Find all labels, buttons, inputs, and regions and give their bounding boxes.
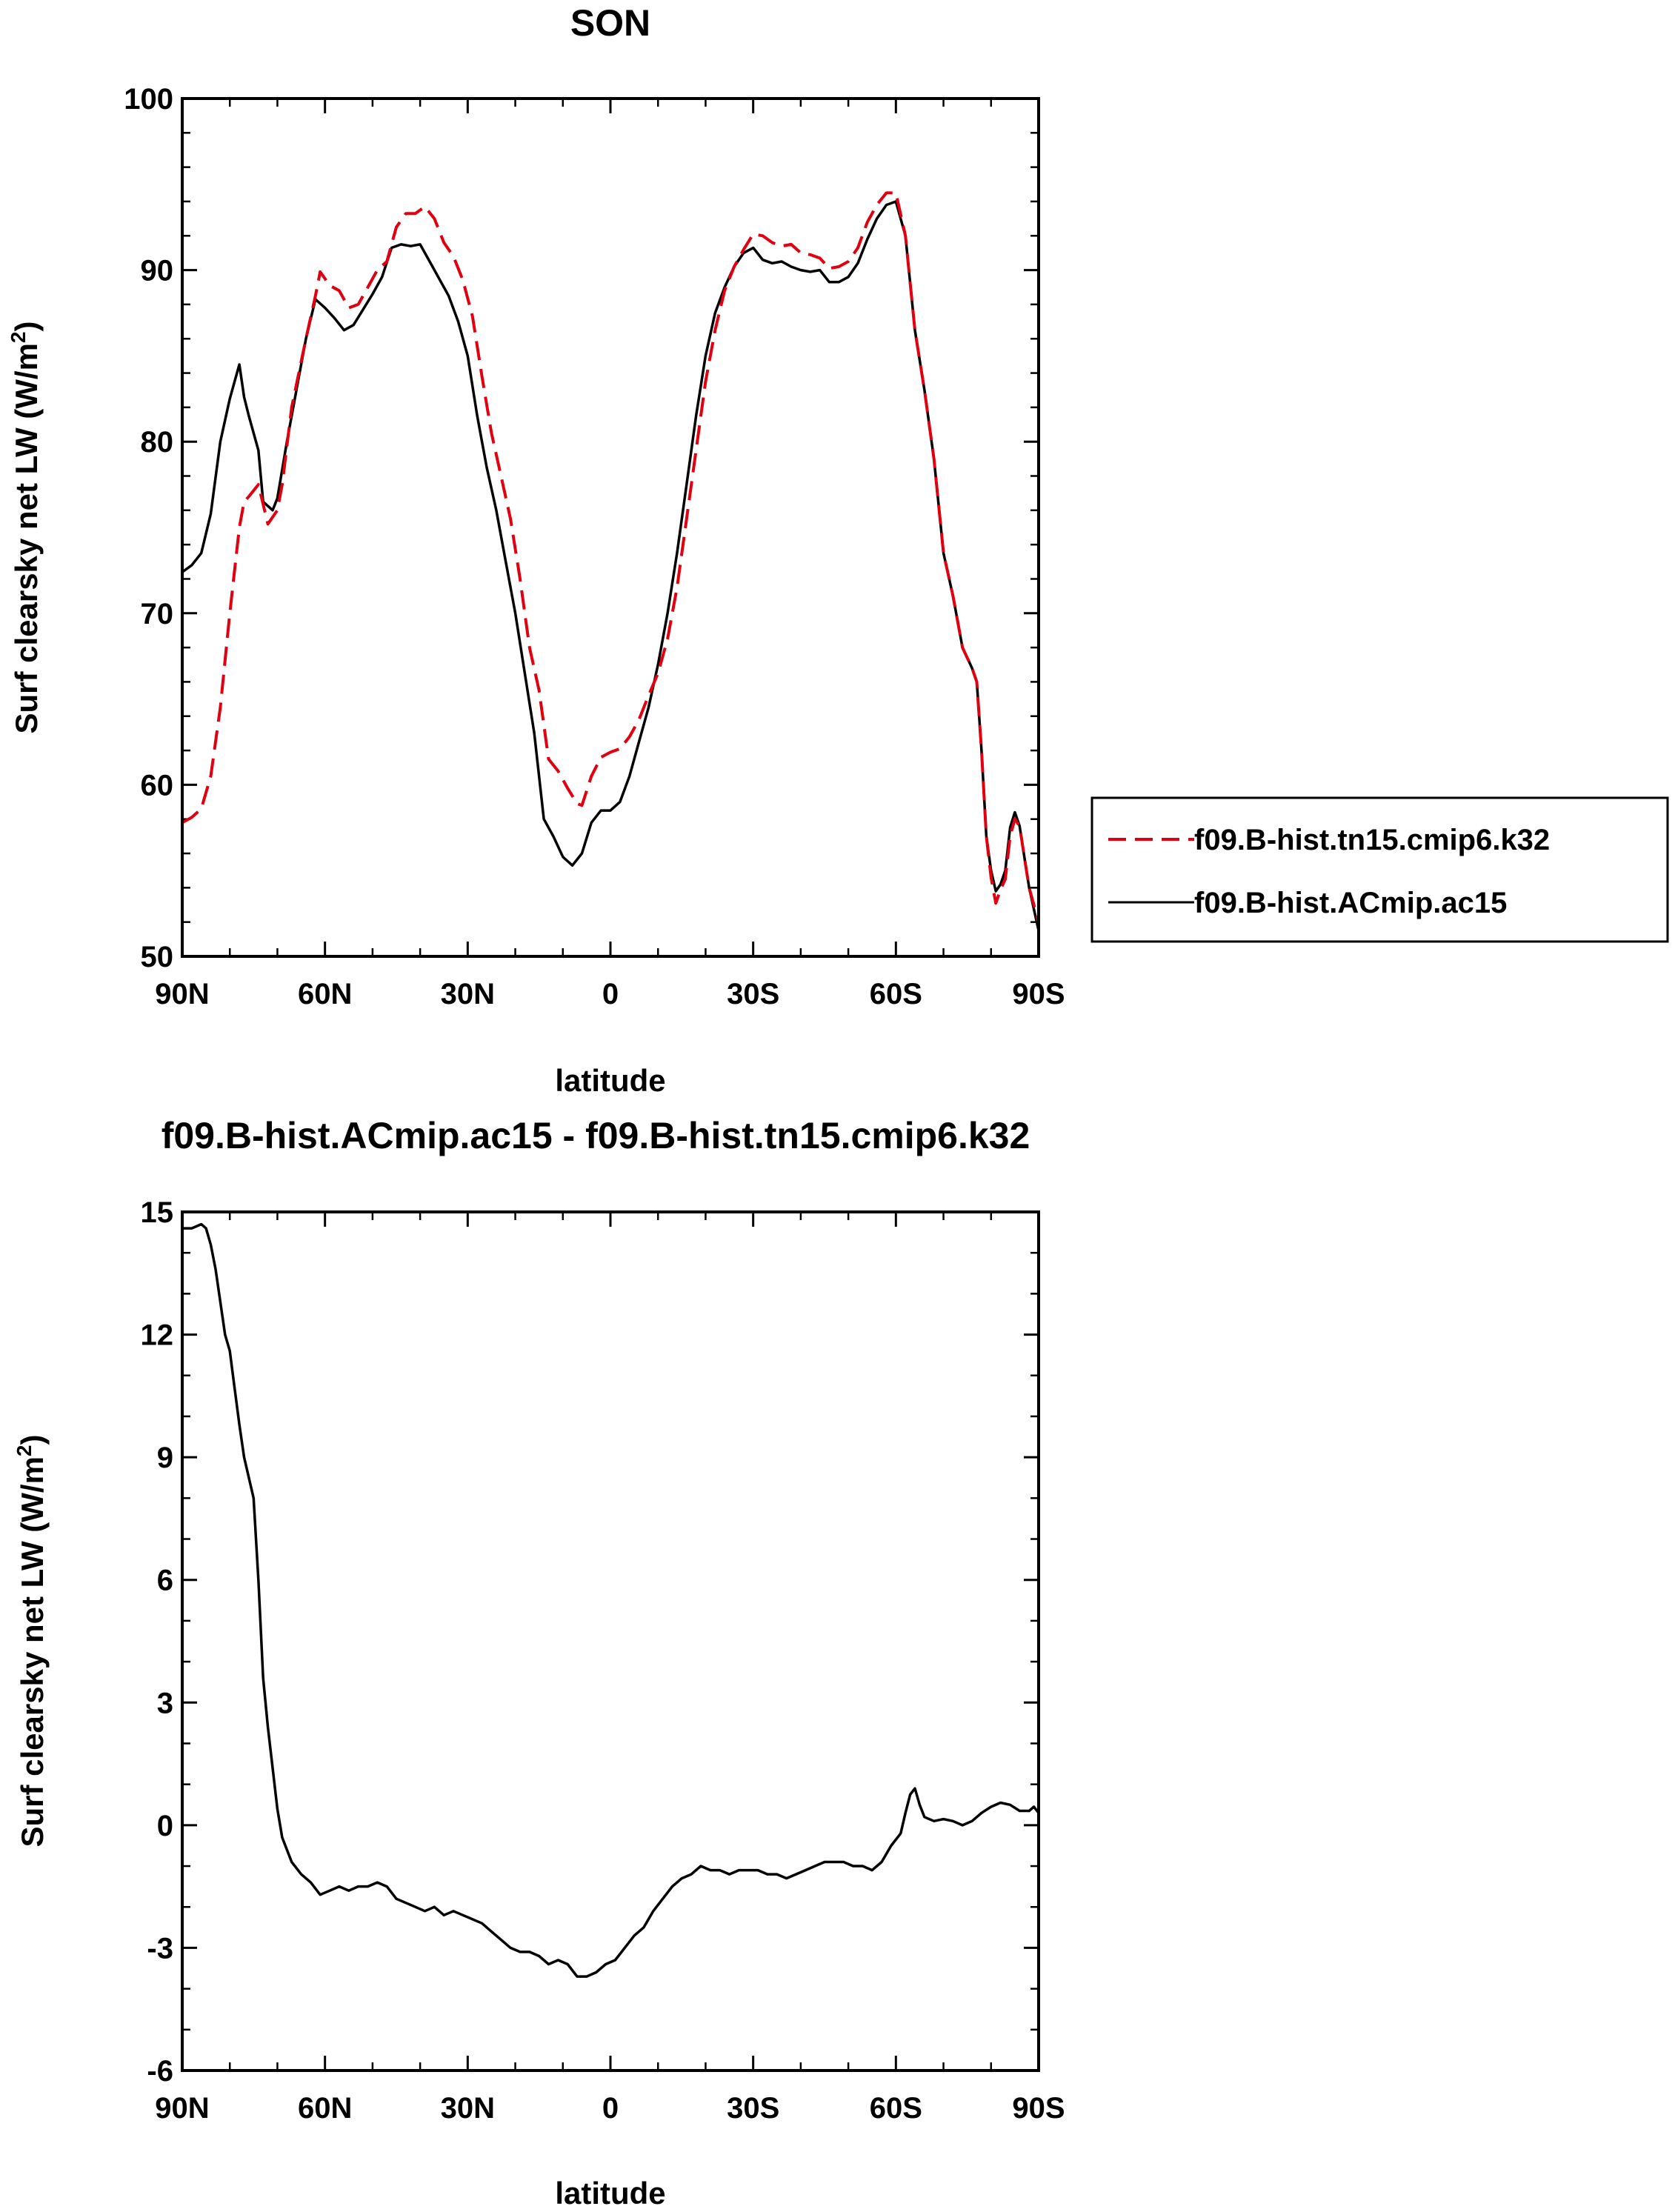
y-tick-label: 15	[141, 1196, 174, 1229]
legend-box	[1090, 796, 1669, 943]
x-tick-label: 90S	[1012, 978, 1065, 1010]
y-tick-label: 0	[157, 1810, 173, 1842]
y-tick-label: 90	[141, 255, 174, 287]
chart-title-top: SON	[570, 2, 650, 44]
x-tick-label: 0	[602, 978, 619, 1010]
x-tick-label: 60S	[870, 978, 922, 1010]
x-axis-label-bottom: latitude	[555, 2176, 665, 2211]
x-tick-label: 30N	[441, 978, 495, 1010]
axes-bottom: 90N 60N 30N 0 30S 60S 90S -6 -3 0 3 6 9 12 15	[141, 1196, 1065, 2125]
x-tick-label: 90S	[1012, 2092, 1065, 2125]
y-tick-label: 12	[141, 1319, 174, 1352]
x-tick-label: 90N	[155, 978, 209, 1010]
y-tick-label: 100	[124, 83, 173, 116]
panel-top: SON 90N 60N 30N 0 30S 60S 90S 50 60 70 80 90 100 lat…	[7, 2, 1669, 1098]
x-tick-label: 30S	[727, 2092, 779, 2125]
series-bottom	[182, 1222, 1040, 1978]
x-axis-label-top: latitude	[555, 1063, 665, 1098]
series-line-cmip6	[182, 191, 1040, 923]
y-tick-label: 70	[141, 598, 174, 630]
y-axis-label-bottom: Surf clearsky net LW (W/m2)	[13, 1434, 50, 1847]
axes-top: 90N 60N 30N 0 30S 60S 90S 50 60 70 80 90 100	[124, 83, 1065, 1010]
y-tick-label: 50	[141, 941, 174, 973]
x-tick-label: 60N	[298, 978, 352, 1010]
y-tick-label: 6	[157, 1565, 173, 1597]
legend-label-acmip: f09.B-hist.ACmip.ac15	[1194, 887, 1507, 919]
series-line-difference	[182, 1222, 1040, 1978]
x-tick-label: 30S	[727, 978, 779, 1010]
x-tick-label: 60N	[298, 2092, 352, 2125]
panel-bottom: f09.B-hist.ACmip.ac15 - f09.B-hist.tn15.…	[13, 1115, 1065, 2211]
plot-frame-bottom	[181, 1210, 1040, 2072]
series-top	[181, 191, 1040, 931]
x-tick-label: 60S	[870, 2092, 922, 2125]
y-tick-label: 80	[141, 426, 174, 459]
y-tick-label: 9	[157, 1442, 173, 1474]
plot-frame-top	[181, 97, 1040, 958]
y-tick-label: 3	[157, 1687, 173, 1719]
y-axis-label-top: Surf clearsky net LW (W/m2)	[7, 321, 44, 733]
y-tick-label: -3	[147, 1932, 173, 1965]
x-tick-label: 30N	[441, 2092, 495, 2125]
x-tick-label: 90N	[155, 2092, 209, 2125]
x-tick-label: 0	[602, 2092, 619, 2125]
legend-label-cmip6: f09.B-hist.tn15.cmip6.k32	[1194, 824, 1550, 856]
series-line-acmip	[181, 200, 1040, 931]
y-tick-label: -6	[147, 2055, 173, 2088]
legend: f09.B-hist.tn15.cmip6.k32 f09.B-hist.ACm…	[1090, 796, 1669, 943]
y-tick-label: 60	[141, 769, 174, 802]
chart-title-bottom: f09.B-hist.ACmip.ac15 - f09.B-hist.tn15.…	[161, 1115, 1030, 1156]
